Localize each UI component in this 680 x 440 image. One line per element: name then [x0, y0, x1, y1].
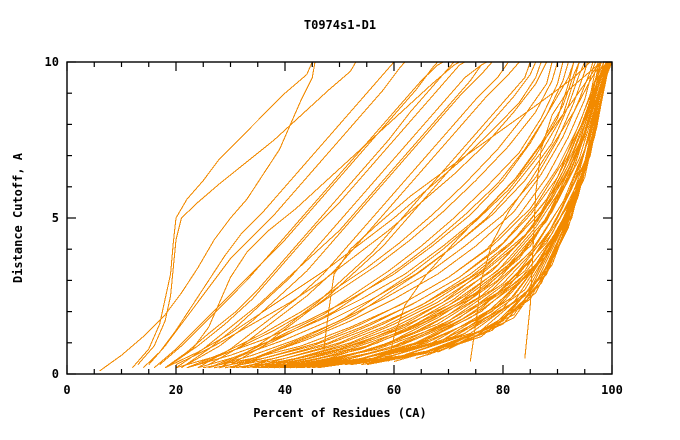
series-line	[186, 61, 553, 369]
x-tick-label: 40	[278, 383, 292, 397]
series-line	[224, 61, 608, 369]
series-line	[241, 61, 599, 369]
series-line	[175, 61, 575, 369]
x-axis-label: Percent of Residues (CA)	[253, 406, 426, 420]
series-line	[197, 61, 586, 369]
chart-title: T0974s1-D1	[304, 18, 376, 32]
y-axis-tick-labels: 0 5 10	[45, 55, 59, 381]
series-line	[148, 61, 406, 365]
series-line	[230, 61, 537, 366]
series-line	[230, 61, 575, 369]
series-line	[524, 61, 602, 359]
series-line	[241, 61, 610, 369]
series-line	[230, 61, 597, 369]
x-tick-label: 0	[63, 383, 70, 397]
series-line	[99, 61, 316, 372]
y-axis-label: Distance Cutoff, A	[11, 152, 25, 283]
x-tick-label: 100	[601, 383, 623, 397]
series-line	[388, 61, 602, 362]
series-line	[170, 61, 466, 366]
series-line	[208, 61, 520, 366]
series-line	[175, 61, 548, 366]
series-line	[197, 61, 559, 366]
series-line	[164, 61, 455, 369]
x-tick-label: 80	[496, 383, 510, 397]
x-axis-tick-labels: 0 20 40 60 80 100	[63, 383, 622, 397]
series-line	[164, 61, 542, 369]
series-line	[246, 61, 609, 369]
series-line	[219, 61, 531, 369]
series-line	[186, 61, 493, 366]
series-line	[235, 61, 608, 369]
series-line	[208, 61, 588, 369]
y-tick-label: 5	[52, 211, 59, 225]
series-line	[170, 61, 460, 366]
series-line	[137, 61, 357, 365]
series-line	[322, 61, 591, 356]
series-line	[448, 61, 612, 350]
series-group	[99, 61, 613, 372]
series-line	[214, 61, 605, 369]
series-line	[186, 61, 580, 369]
series-line	[153, 61, 438, 369]
y-tick-label: 0	[52, 367, 59, 381]
x-tick-label: 60	[387, 383, 401, 397]
series-line	[142, 61, 395, 369]
y-axis-ticks	[67, 61, 612, 375]
series-line	[469, 61, 602, 362]
x-axis-ticks	[66, 62, 613, 374]
series-line	[197, 61, 509, 369]
series-line	[219, 61, 594, 369]
y-tick-label: 10	[45, 55, 59, 69]
series-line	[181, 61, 487, 369]
series-line	[306, 61, 612, 369]
series-line	[175, 61, 487, 369]
x-tick-label: 20	[169, 383, 183, 397]
series-line	[203, 61, 602, 369]
series-line	[132, 61, 313, 369]
series-line	[208, 61, 564, 369]
series-line	[159, 61, 444, 366]
